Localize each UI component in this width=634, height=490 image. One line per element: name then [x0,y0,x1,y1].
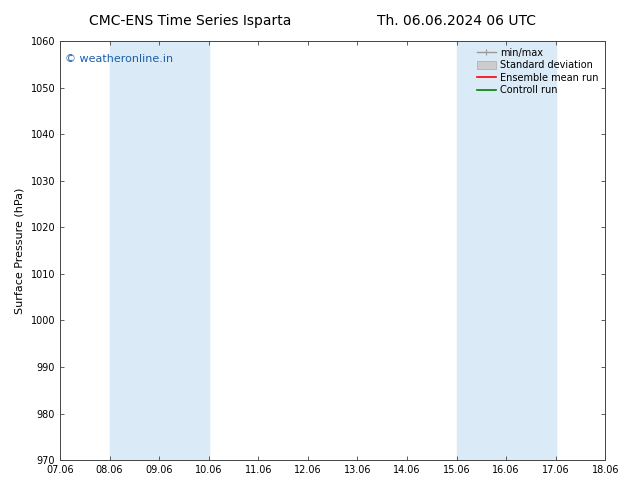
Y-axis label: Surface Pressure (hPa): Surface Pressure (hPa) [15,187,25,314]
Text: © weatheronline.in: © weatheronline.in [65,53,174,64]
Legend: min/max, Standard deviation, Ensemble mean run, Controll run: min/max, Standard deviation, Ensemble me… [475,46,600,97]
Text: Th. 06.06.2024 06 UTC: Th. 06.06.2024 06 UTC [377,14,536,28]
Text: CMC-ENS Time Series Isparta: CMC-ENS Time Series Isparta [89,14,292,28]
Bar [110,41,209,460]
Bar [456,41,555,460]
